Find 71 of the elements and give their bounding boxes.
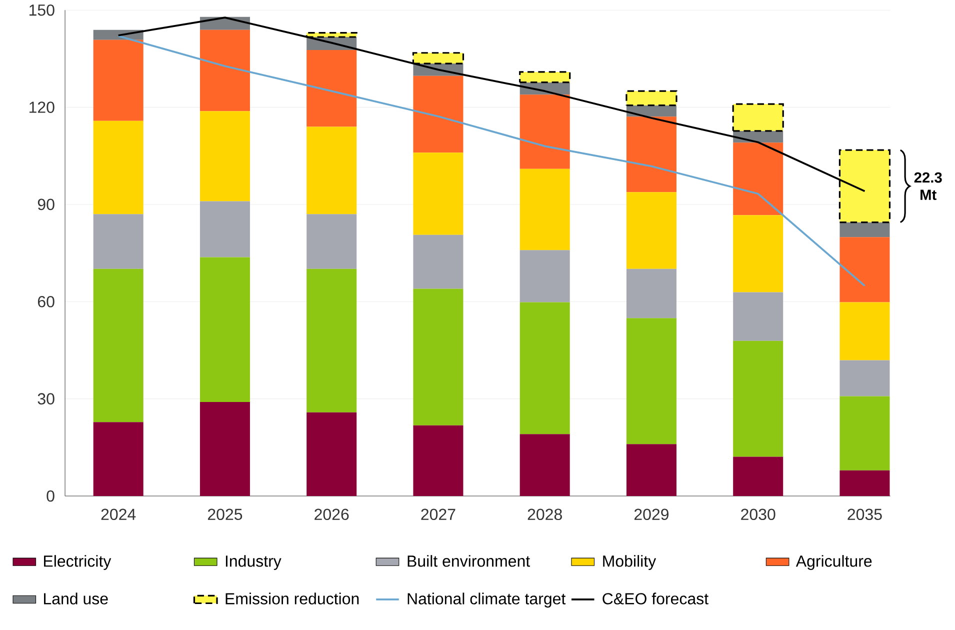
bar <box>200 30 250 112</box>
x-tick-label: 2030 <box>741 508 776 520</box>
x-tick-label: 2035 <box>848 508 882 520</box>
legend-label: Land use <box>44 592 108 604</box>
bar <box>732 103 784 132</box>
bar <box>93 268 144 422</box>
bar <box>733 215 784 292</box>
bar <box>626 318 676 444</box>
y-tick-label: 0 <box>46 490 54 502</box>
line-series <box>117 35 866 287</box>
bar <box>520 94 570 169</box>
bar <box>626 444 676 496</box>
bar <box>200 111 250 202</box>
bar <box>413 152 464 235</box>
bar <box>306 214 357 269</box>
text: 22.3 Mt <box>914 172 942 200</box>
legend-label: Agriculture <box>796 555 872 570</box>
x-tick-label: 2029 <box>634 508 668 520</box>
y-tick-label: 90 <box>38 198 54 210</box>
bar <box>733 456 784 496</box>
bar <box>626 192 676 269</box>
bar <box>840 237 890 302</box>
bar <box>306 126 357 214</box>
bar <box>93 214 144 269</box>
legend-label: C&EO forecast <box>602 592 708 604</box>
bar <box>412 52 464 64</box>
legend-label: Mobility <box>603 555 656 570</box>
x-tick-label: 2028 <box>528 508 562 520</box>
bar <box>626 268 676 318</box>
bar <box>840 396 890 470</box>
bar <box>200 257 250 402</box>
bar <box>413 76 464 153</box>
bar <box>520 302 570 434</box>
bar <box>93 40 144 121</box>
bar <box>306 268 357 412</box>
bar <box>306 32 358 38</box>
x-tick-label: 2027 <box>421 508 456 520</box>
bar <box>840 360 890 396</box>
bar <box>520 434 570 496</box>
x-tick-label: 2026 <box>314 508 349 520</box>
bar <box>93 120 144 214</box>
bar <box>520 168 570 250</box>
legend-label: Industry <box>226 555 282 570</box>
bar <box>200 201 250 258</box>
legend-label: Emission reduction <box>226 592 359 604</box>
bar <box>306 50 357 127</box>
bar <box>520 250 570 302</box>
x-tick-label: 2024 <box>101 508 136 520</box>
y-tick-label: 30 <box>38 393 54 404</box>
legend-label: National climate target <box>408 592 566 608</box>
bar <box>93 422 144 496</box>
y-tick-label: 60 <box>38 296 54 308</box>
bar <box>626 90 678 106</box>
bar <box>200 402 250 496</box>
bar <box>306 412 357 496</box>
bar <box>840 302 890 360</box>
bar <box>413 425 464 496</box>
bar <box>519 71 571 84</box>
bar <box>413 234 464 289</box>
bar <box>733 340 784 457</box>
bar <box>626 116 676 192</box>
bar <box>733 292 784 341</box>
bar <box>840 222 890 238</box>
legend-label: Electricity <box>44 555 112 570</box>
bar <box>733 142 784 216</box>
bar <box>413 288 464 426</box>
y-tick-label: 150 <box>29 4 54 16</box>
y-tick-label: 120 <box>29 102 54 113</box>
bar <box>840 470 890 496</box>
x-tick-label: 2025 <box>208 508 242 520</box>
legend-label: Built environment <box>408 555 530 567</box>
